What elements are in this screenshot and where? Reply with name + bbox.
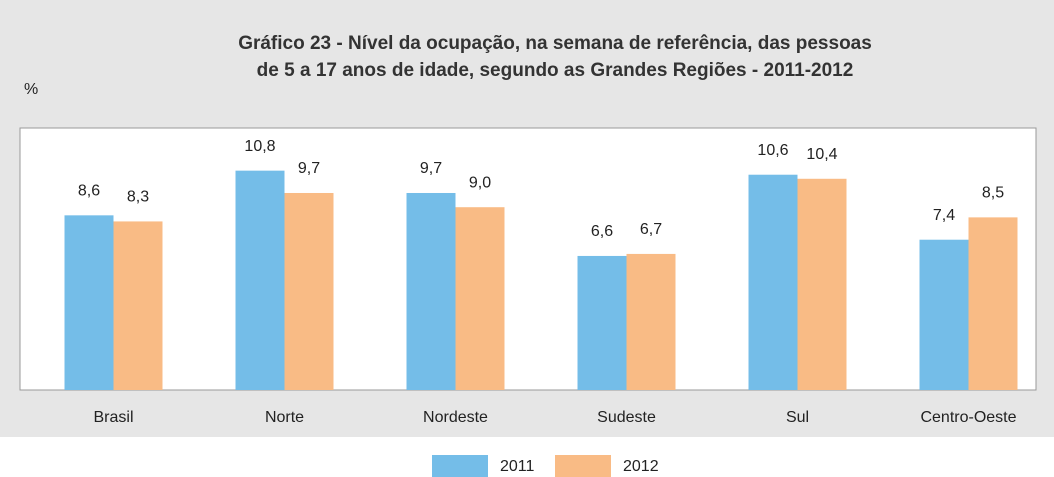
bar [406,192,456,390]
data-label: 8,6 [78,183,100,200]
data-label: 9,0 [469,174,491,191]
bar [748,174,798,390]
data-label: 10,4 [806,146,837,163]
data-label: 10,8 [244,138,275,155]
bar [577,255,627,390]
x-tick-label: Sul [786,409,809,426]
bar [64,215,114,390]
chart-title: de 5 a 17 anos de idade, segundo as Gran… [257,60,854,81]
legend-swatch [555,455,611,477]
x-tick-label: Brasil [93,409,133,426]
x-tick-label: Norte [265,409,304,426]
data-label: 9,7 [298,160,320,177]
data-label: 8,5 [982,185,1004,202]
x-tick-label: Nordeste [423,409,488,426]
legend-swatch [432,455,488,477]
data-label: 6,7 [640,221,662,238]
plot-area [19,127,1037,391]
legend-label: 2012 [623,458,659,475]
bar [113,221,163,390]
bar [235,170,285,390]
bar [919,239,969,390]
bar [455,207,505,390]
x-tick-label: Centro-Oeste [920,409,1016,426]
data-label: 7,4 [933,207,955,224]
bar [968,217,1018,390]
data-label: 10,6 [757,142,788,159]
chart-title: Gráfico 23 - Nível da ocupação, na seman… [238,33,872,54]
data-label: 6,6 [591,223,613,240]
legend-label: 2011 [500,458,535,475]
bar [797,178,847,390]
bar [284,192,334,390]
bar [626,253,676,390]
data-label: 8,3 [127,189,149,206]
data-label: 9,7 [420,160,442,177]
y-axis-label: % [24,81,38,98]
x-tick-label: Sudeste [597,409,656,426]
